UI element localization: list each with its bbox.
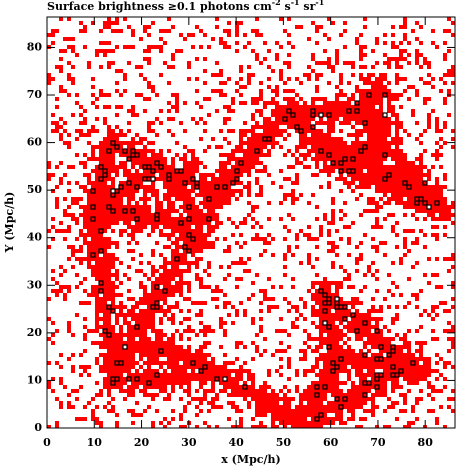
title-superscript: -1 — [291, 0, 300, 7]
frame — [46, 16, 456, 429]
y-tick-label: 70 — [27, 88, 43, 101]
contours — [90, 92, 440, 422]
y-tick-label: 80 — [27, 40, 43, 53]
x-tick-label: 60 — [323, 436, 339, 449]
y-tick-label: 10 — [27, 373, 43, 386]
x-tick-label: 30 — [181, 436, 197, 449]
title-superscript: -1 — [315, 0, 324, 7]
title-text: sr — [300, 0, 316, 13]
title-text: Surface brightness ≥0.1 photons cm — [47, 0, 272, 13]
x-tick-label: 40 — [228, 436, 244, 449]
title-superscript: -2 — [272, 0, 281, 7]
x-tick-label: 50 — [276, 436, 292, 449]
y-tick-label: 60 — [27, 136, 43, 149]
y-axis-title: Y (Mpc/h) — [3, 192, 16, 254]
x-tick-label: 10 — [87, 436, 103, 449]
y-tick-label: 0 — [34, 421, 42, 434]
x-axis-title: x (Mpc/h) — [221, 453, 280, 466]
y-tick-label: 40 — [27, 231, 43, 244]
y-tick-label: 20 — [27, 326, 43, 339]
x-tick-label: 20 — [134, 436, 150, 449]
x-tick-label: 70 — [370, 436, 386, 449]
chart-title: Surface brightness ≥0.1 photons cm-2 s-1… — [47, 0, 324, 13]
title-text: s — [281, 0, 291, 13]
emission-pixels — [47, 17, 455, 428]
x-tick-label: 80 — [418, 436, 434, 449]
y-tick-label: 30 — [27, 278, 43, 291]
texture — [47, 17, 455, 428]
x-tick-label: 0 — [43, 436, 51, 449]
y-tick-label: 50 — [27, 183, 43, 196]
